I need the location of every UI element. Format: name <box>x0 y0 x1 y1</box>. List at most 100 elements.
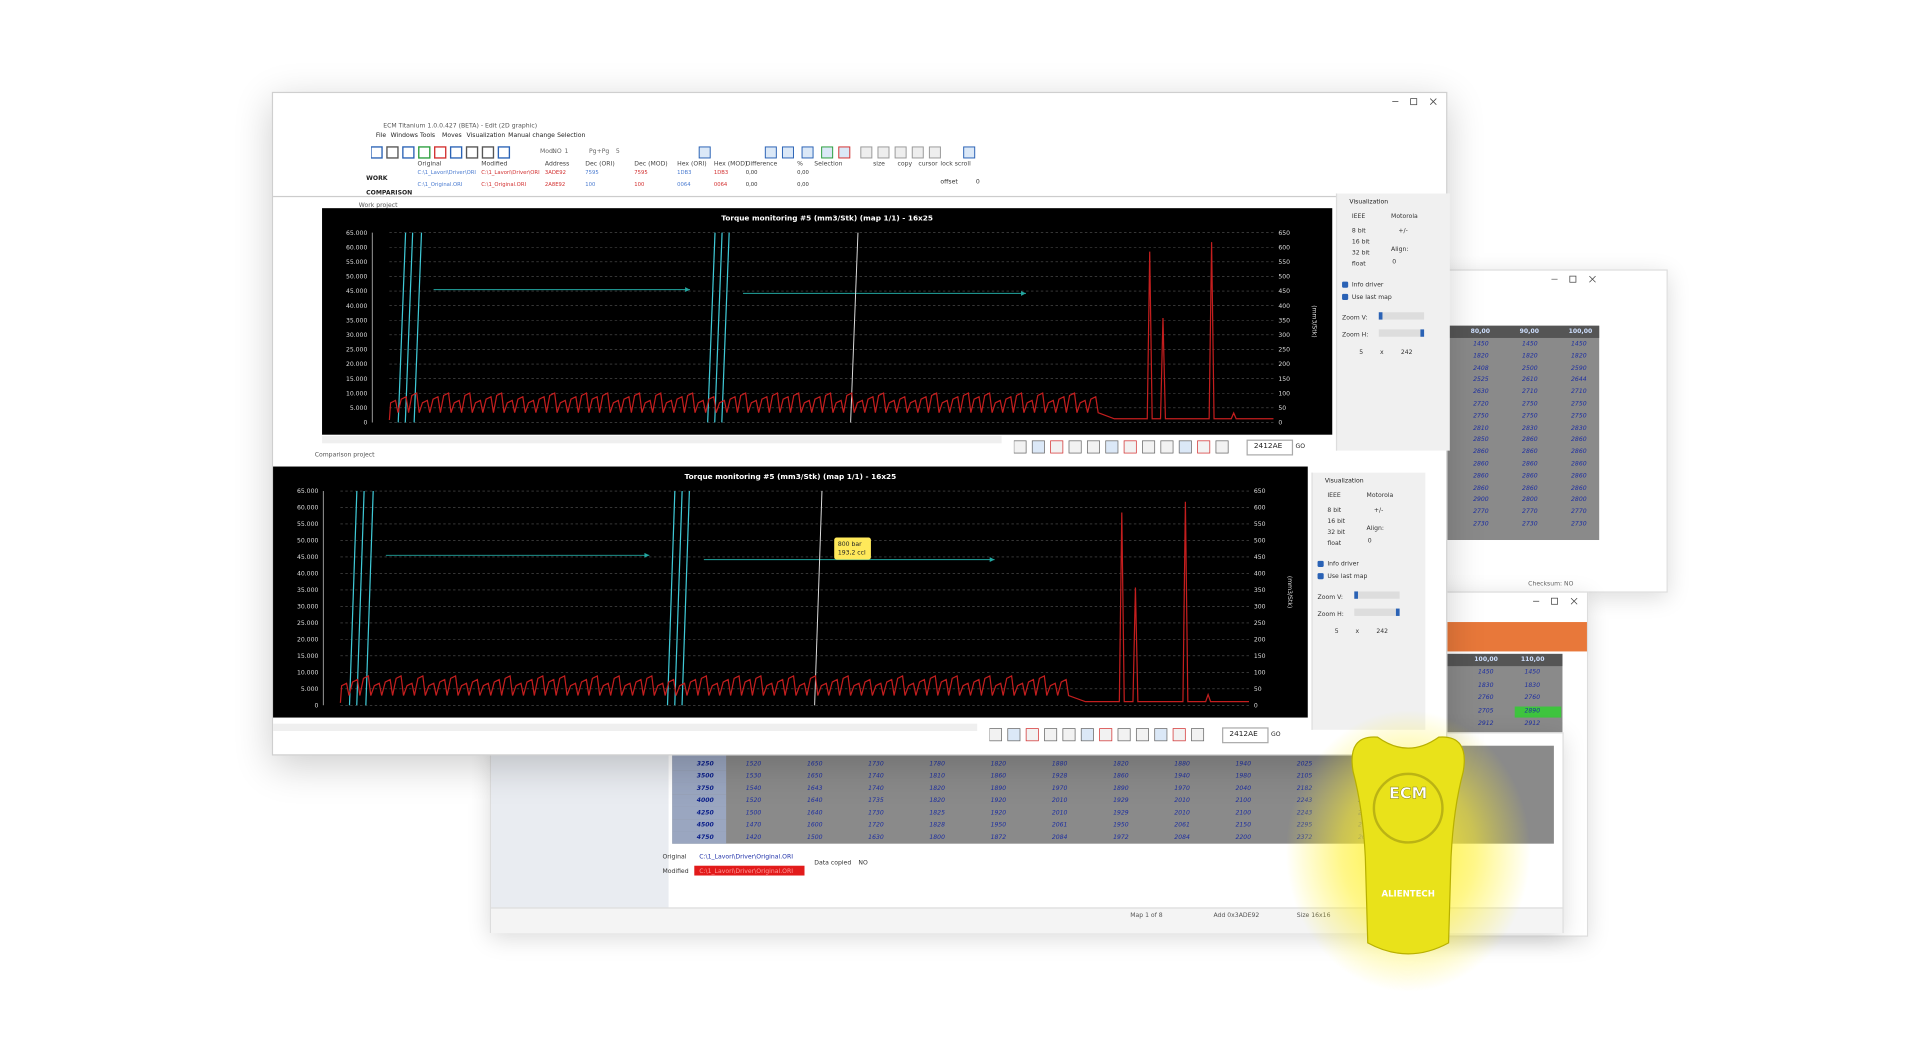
right-tick-label: 0 <box>1254 703 1258 710</box>
toolbar-icon <box>434 146 447 159</box>
right-tick-label: 350 <box>1278 317 1290 324</box>
radio-option: +/- <box>1373 506 1384 515</box>
checkbox-label: Info driver <box>1351 281 1384 289</box>
zoom-value: 242 <box>1376 628 1389 636</box>
field-label: Zoom V: <box>1342 314 1368 323</box>
table-cell: 1825 <box>929 809 945 817</box>
radio-option: Motorola <box>1391 213 1418 221</box>
maximize-icon <box>1569 275 1577 283</box>
table-cell: 2630 <box>1473 388 1489 396</box>
table-cell: 1740 <box>868 772 884 781</box>
address-box <box>1222 727 1269 744</box>
table-cell: 1972 <box>1113 833 1129 842</box>
info-value: C:\1_Original.ORI <box>417 182 463 189</box>
toolbar-field: Mod. <box>540 148 555 156</box>
field-label: Modified <box>662 868 689 876</box>
panel-label: Work project <box>358 202 398 210</box>
left-tick-label: 0 <box>363 420 367 427</box>
left-tick-label: 5.000 <box>350 405 368 412</box>
right-tick-label: 400 <box>1254 571 1266 578</box>
side-panel <box>491 733 669 932</box>
column-header: 80,00 <box>1470 328 1491 336</box>
right-tick-label: 500 <box>1278 274 1290 281</box>
address-value: 2412AE <box>1229 729 1258 739</box>
status-text: Map 1 of 8 <box>1130 912 1163 920</box>
right-tick-label: 100 <box>1254 670 1266 677</box>
cursor-line <box>814 491 823 706</box>
row-header-cell <box>672 806 727 819</box>
right-tick-label: 50 <box>1278 405 1286 412</box>
table-cell: 2860 <box>1473 448 1489 456</box>
dongle-logo: ECM <box>1389 783 1427 802</box>
dongle: ECM ALIENTECH <box>1285 698 1531 992</box>
info-header: Original <box>417 160 442 168</box>
table-cell: 2025 <box>1296 760 1313 768</box>
toolbar-icon <box>449 146 463 159</box>
toolbar-icon <box>1215 440 1229 454</box>
table-panel: 80,00 90,00 100,00 1450 1450 1450 1820 1820 1820… <box>1427 325 1600 541</box>
table-cell: 2730 <box>1571 520 1587 528</box>
toolbar-icon <box>418 146 431 159</box>
toolbar-icon <box>1160 440 1174 454</box>
info-header: cursor <box>918 160 938 168</box>
zoom-value: 242 <box>1400 348 1413 357</box>
right-tick-label: 250 <box>1278 347 1290 354</box>
menu-item: Visualization <box>466 132 506 140</box>
table-cell: 2010 <box>1174 797 1190 805</box>
left-tick-label: 45.000 <box>346 288 367 295</box>
left-tick-label: 5.000 <box>301 686 319 693</box>
field-label: Data copied <box>814 859 852 867</box>
left-tick-label: 35.000 <box>297 587 318 594</box>
checkbox <box>1342 281 1349 288</box>
info-header: Difference <box>745 160 778 168</box>
right-tick-label: 550 <box>1278 259 1290 266</box>
field-value: 0 <box>1367 537 1372 545</box>
table-cell: 1920 <box>990 797 1007 805</box>
toolbar-icon <box>1068 440 1082 454</box>
highlight-cell <box>1514 705 1562 717</box>
right-tick-label: 0 <box>1278 420 1282 427</box>
marker-line <box>666 491 676 706</box>
info-value: 0,00 <box>745 170 758 177</box>
zoom-value: x <box>1355 628 1360 636</box>
menu-item: Moves <box>442 132 462 140</box>
table-cell: 1650 <box>806 760 823 768</box>
table-cell: 2890 <box>1524 707 1541 715</box>
tooltip-text: 800 bar <box>838 541 862 548</box>
info-value: 0,00 <box>745 182 758 189</box>
table-cell: 2810 <box>1473 424 1489 432</box>
checkbox-label: Info driver <box>1327 560 1359 569</box>
toolbar-icon <box>764 146 777 159</box>
info-value: 100 <box>585 182 596 189</box>
right-tick-label: 50 <box>1254 686 1262 693</box>
column-header: 90,00 <box>1519 328 1539 336</box>
table-cell: 2760 <box>1477 694 1494 702</box>
toolbar-icon <box>1197 440 1211 454</box>
info-header: Hex (MOD) <box>713 160 748 168</box>
table-cell: 2730 <box>1473 520 1489 528</box>
toolbar-icon <box>465 146 479 159</box>
table-cell: 2860 <box>1473 484 1489 492</box>
table-cell: 1940 <box>1174 772 1190 781</box>
checkbox-label: Use last map <box>1351 293 1392 302</box>
table-cell: 2830 <box>1522 424 1538 432</box>
table-cell: 2750 <box>1571 412 1587 420</box>
table-cell: 2010 <box>1174 809 1190 817</box>
table-cell: 2860 <box>1571 460 1587 468</box>
row-header: 4750 <box>696 833 714 842</box>
table-cell: 1920 <box>990 809 1007 817</box>
table-cell: 1780 <box>929 760 945 768</box>
table-cell: 2860 <box>1571 484 1587 492</box>
info-value: 2A8E92 <box>544 182 566 189</box>
row-header: 4250 <box>696 809 714 817</box>
field-value: C:\1_Lavori\Driver\Original.ORI <box>699 853 794 861</box>
right-tick-label: 200 <box>1278 361 1290 368</box>
info-value: 0064 <box>713 182 728 189</box>
table-cell: 2860 <box>1473 460 1489 468</box>
info-value: 3ADE92 <box>544 170 566 177</box>
table-cell: 1470 <box>745 821 762 829</box>
marker-line <box>413 232 423 423</box>
table-cell: 1830 <box>1477 681 1494 689</box>
toolbar-icon <box>1154 728 1168 742</box>
table-cell: 1929 <box>1113 809 1129 817</box>
